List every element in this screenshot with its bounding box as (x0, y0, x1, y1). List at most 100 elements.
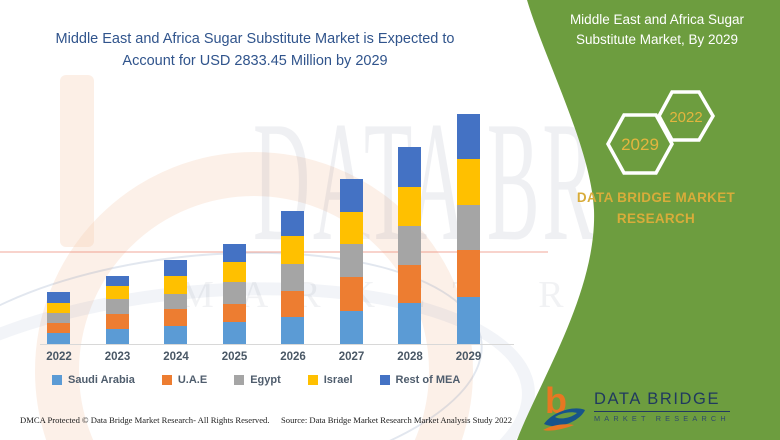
bar-segment-egypt (398, 226, 421, 265)
x-axis-label-2023: 2023 (104, 351, 131, 363)
chart-title-line2: Account for USD 2833.45 Million by 2029 (122, 53, 388, 70)
logo-name: DATA BRIDGE (594, 390, 730, 412)
hexagon-year-badges: 2029 2022 (606, 90, 716, 175)
x-axis-line (40, 344, 514, 345)
legend-item-rest-of-mea: Rest of MEA (379, 374, 461, 386)
chart-title: Middle East and Africa Sugar Substitute … (18, 28, 492, 73)
panel-title-line2: Substitute Market, By 2029 (575, 32, 739, 48)
panel-title-line1: Middle East and Africa Sugar (569, 12, 745, 27)
bar-segment-saudi-arabia (281, 317, 304, 344)
company-logo: b DATA BRIDGE MARKET RESEARCH (543, 383, 730, 433)
bar-2025 (222, 244, 246, 344)
legend-label: Egypt (250, 374, 281, 386)
bar-segment-israel (105, 286, 129, 299)
chart-title-line1: Middle East and Africa Sugar Substitute … (55, 31, 455, 47)
legend-swatch-icon (52, 375, 62, 385)
bar-2026 (281, 211, 304, 344)
bar-segment-saudi-arabia (456, 297, 480, 344)
bar-segment-u-a-e (281, 291, 304, 317)
bar-segment-saudi-arabia (222, 322, 246, 344)
legend-item-saudi-arabia: Saudi Arabia (52, 374, 135, 386)
logo-text-block: DATA BRIDGE MARKET RESEARCH (594, 383, 730, 423)
bar-2022 (47, 292, 70, 344)
x-axis-label-2022: 2022 (46, 351, 72, 363)
legend-swatch-icon (307, 375, 318, 385)
bar-segment-rest-of-mea (222, 244, 246, 262)
bar-segment-u-a-e (164, 309, 187, 326)
brand-name-line1: DATA BRIDGE MARKET (576, 190, 736, 205)
x-axis-label-2026: 2026 (280, 351, 306, 363)
bar-segment-u-a-e (456, 250, 480, 297)
hexagon-2029 (606, 113, 674, 175)
footer-source-text: Source: Data Bridge Market Research Mark… (281, 415, 513, 425)
bar-2024 (164, 260, 187, 344)
hexagon-2022-label: 2022 (669, 109, 702, 126)
bar-segment-saudi-arabia (105, 329, 129, 344)
hexagon-2022 (657, 90, 716, 142)
legend-label: Israel (323, 374, 353, 386)
company-logo-icon: b (543, 383, 585, 431)
bar-2027 (339, 179, 363, 344)
bar-segment-israel (164, 276, 187, 294)
bar-segment-egypt (456, 205, 480, 250)
x-axis-label-2024: 2024 (163, 351, 189, 363)
panel-title: Middle East and Africa Sugar Substitute … (540, 10, 774, 51)
bar-segment-rest-of-mea (339, 179, 363, 212)
bar-segment-egypt (281, 264, 304, 291)
x-axis-label-2025: 2025 (221, 351, 248, 363)
x-axis-label-2029: 2029 (455, 351, 482, 363)
bar-2023 (105, 276, 129, 344)
brand-name-line2: RESEARCH (616, 210, 696, 226)
x-axis-label-2027: 2027 (338, 351, 365, 363)
green-panel-shape (517, 0, 780, 440)
bar-segment-rest-of-mea (47, 292, 70, 303)
legend-swatch-icon (234, 375, 245, 385)
bar-segment-israel (281, 236, 304, 264)
legend-item-u-a-e: U.A.E (161, 374, 208, 386)
bar-segment-israel (456, 159, 480, 205)
legend-item-israel: Israel (307, 374, 353, 386)
bar-segment-saudi-arabia (398, 303, 421, 344)
legend-label: Rest of MEA (395, 374, 461, 386)
legend-swatch-icon (161, 375, 172, 385)
bar-segment-u-a-e (339, 277, 363, 311)
bar-segment-rest-of-mea (398, 147, 421, 187)
logo-orange-underswoosh (543, 424, 574, 431)
bar-segment-u-a-e (105, 314, 129, 329)
chart-legend: Saudi Arabia U.A.E Egypt Israel Rest of MEA (52, 374, 460, 386)
bar-segment-egypt (47, 313, 70, 323)
x-axis-label-2028: 2028 (397, 351, 423, 363)
footer-dmca-text: DMCA Protected © Data Bridge Market Rese… (20, 415, 270, 425)
bar-segment-israel (47, 303, 70, 313)
logo-subtitle: MARKET RESEARCH (594, 414, 730, 423)
bar-segment-rest-of-mea (456, 114, 480, 159)
hexagon-2029-label: 2029 (621, 135, 659, 154)
bar-segment-saudi-arabia (47, 333, 70, 344)
bar-segment-rest-of-mea (281, 211, 304, 236)
bar-2029 (456, 114, 480, 344)
bar-segment-egypt (339, 244, 363, 277)
bar-segment-rest-of-mea (164, 260, 187, 276)
bar-2028 (398, 147, 421, 344)
bar-segment-egypt (164, 294, 187, 309)
bar-segment-egypt (222, 282, 246, 304)
bar-segment-u-a-e (398, 265, 421, 303)
bar-segment-u-a-e (47, 323, 70, 333)
brand-name: DATA BRIDGE MARKET RESEARCH (560, 188, 752, 230)
bar-segment-saudi-arabia (164, 326, 187, 344)
bar-segment-israel (398, 187, 421, 226)
legend-item-egypt: Egypt (234, 374, 281, 386)
bar-segment-u-a-e (222, 304, 246, 322)
bar-segment-israel (222, 262, 246, 282)
bar-segment-saudi-arabia (339, 311, 363, 344)
legend-label: Saudi Arabia (68, 374, 135, 386)
bar-segment-egypt (105, 299, 129, 314)
legend-label: U.A.E (177, 374, 208, 386)
legend-swatch-icon (379, 375, 390, 385)
bar-segment-rest-of-mea (105, 276, 129, 286)
bar-chart (47, 0, 517, 344)
bar-segment-israel (339, 212, 363, 244)
logo-swoosh-cutout (555, 412, 577, 419)
